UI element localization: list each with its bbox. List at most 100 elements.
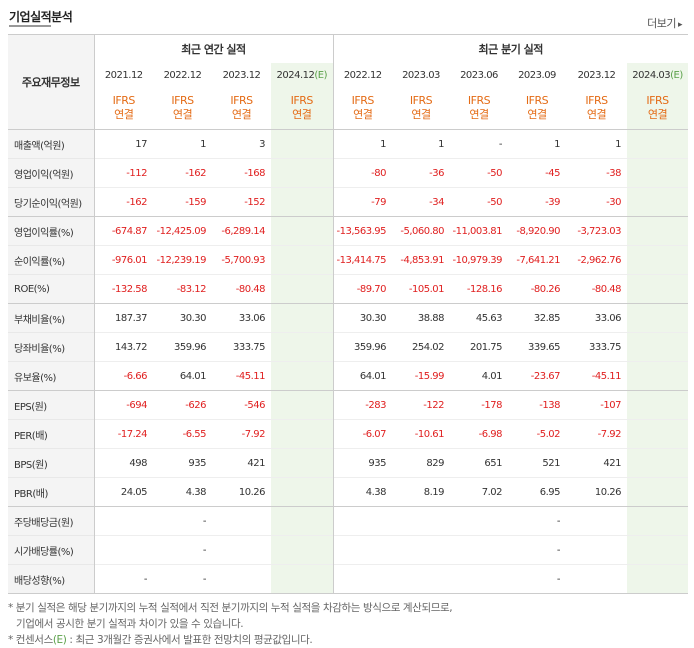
table-cell: 187.37 (94, 303, 153, 333)
table-cell: -107 (566, 390, 627, 420)
table-row: ROE(%) -132.58 -83.12 -80.48 -89.70 -105.01 -1… (8, 274, 688, 304)
ifrs-badge: IFRS 연결 (271, 87, 334, 130)
table-cell: 30.30 (333, 303, 392, 333)
table-cell: - (450, 129, 508, 159)
table-row: 배당성향(%) - - - (8, 564, 688, 594)
table-cell (333, 564, 392, 594)
table-cell: 1 (566, 129, 627, 159)
table-row: 부채비율(%) 187.37 30.30 33.06 30.30 38.88 45.63 32… (8, 303, 688, 333)
table-cell (212, 535, 271, 565)
table-cell (627, 303, 688, 333)
table-cell: - (508, 564, 566, 594)
table-cell: -80.48 (566, 274, 627, 304)
table-cell: 17 (94, 129, 153, 159)
table-row: BPS(원) 498 935 421 935 829 651 521 421 (8, 448, 688, 478)
table-row: 당좌비율(%) 143.72 359.96 333.75 359.96 254.02 201… (8, 332, 688, 362)
table-cell: -79 (333, 187, 392, 217)
row-label: 영업이익(억원) (8, 158, 95, 188)
table-row: 순이익률(%) -976.01 -12,239.19 -5,700.93 -13,414… (8, 245, 688, 275)
row-label: EPS(원) (8, 390, 95, 420)
table-cell: -15.99 (392, 361, 450, 391)
ifrs-badge: IFRS 연결 (171, 94, 194, 121)
table-cell: 3 (212, 129, 271, 159)
table-cell: -2,962.76 (566, 245, 627, 275)
table-cell: - (94, 564, 153, 594)
table-cell (271, 361, 334, 391)
table-cell (271, 390, 334, 420)
table-cell (271, 506, 334, 536)
table-cell (271, 332, 334, 362)
table-cell: -50 (450, 187, 508, 217)
table-cell (627, 506, 688, 536)
table-cell: -6,289.14 (212, 216, 271, 246)
ifrs-badge: IFRS 연결 (467, 94, 491, 121)
table-cell: -6.07 (333, 419, 392, 449)
table-cell: -7.92 (566, 419, 627, 449)
table-cell: -5,700.93 (212, 245, 271, 275)
quarter-group-header: 최근 분기 실적 (478, 43, 544, 56)
table-cell: -10,979.39 (450, 245, 508, 275)
table-cell (271, 419, 334, 449)
footnote-2: * 컨센서스(E) : 최근 3개월간 증권사에서 발표한 전망치의 평균값입니… (8, 634, 313, 646)
table-cell: 10.26 (566, 477, 627, 507)
table-cell: -11,003.81 (450, 216, 508, 246)
row-label: BPS(원) (8, 448, 95, 478)
table-cell (627, 274, 688, 304)
table-cell: -80 (333, 158, 392, 188)
period-header: 2024.03(E) (627, 63, 688, 87)
table-row: 시가배당률(%) - - (8, 535, 688, 565)
table-cell: -159 (153, 187, 212, 217)
table-cell: 1 (153, 129, 212, 159)
table-cell: - (153, 535, 212, 565)
table-cell: -976.01 (94, 245, 153, 275)
footnote-1: * 분기 실적은 해당 분기까지의 누적 실적에서 직전 분기까지의 누적 실적… (8, 602, 453, 614)
table-cell: -13,563.95 (333, 216, 392, 246)
table-row: PER(배) -17.24 -6.55 -7.92 -6.07 -10.61 -6.98 -5… (8, 419, 688, 449)
table-cell: -36 (392, 158, 450, 188)
table-cell: 64.01 (153, 361, 212, 391)
table-cell: 333.75 (212, 332, 271, 362)
table-row: 당기순이익(억원) -162 -159 -152 -79 -34 -50 -39 -30 (8, 187, 688, 217)
table-cell (271, 303, 334, 333)
table-cell (627, 477, 688, 507)
row-label: 주당배당금(원) (8, 506, 95, 536)
table-cell: 359.96 (333, 332, 392, 362)
table-cell: -283 (333, 390, 392, 420)
table-cell: -4,853.91 (392, 245, 450, 275)
row-label: PBR(배) (8, 477, 95, 507)
period-header: 2023.12 (222, 69, 261, 81)
ifrs-badge: IFRS 연결 (230, 94, 253, 121)
row-label: 부채비율(%) (8, 303, 95, 333)
table-cell (627, 332, 688, 362)
table-cell (212, 564, 271, 594)
table-cell: 6.95 (508, 477, 566, 507)
table-cell: -45.11 (566, 361, 627, 391)
table-cell (271, 158, 334, 188)
table-cell: 421 (212, 448, 271, 478)
table-cell: -7,641.21 (508, 245, 566, 275)
table-cell: -10.61 (392, 419, 450, 449)
table-cell: -6.98 (450, 419, 508, 449)
table-cell: -152 (212, 187, 271, 217)
table-cell: 521 (508, 448, 566, 478)
ifrs-badge: IFRS 연결 (627, 87, 688, 130)
table-cell (94, 506, 153, 536)
table-cell (271, 448, 334, 478)
table-cell: - (153, 564, 212, 594)
table-cell (627, 129, 688, 159)
row-label: 매출액(억원) (8, 129, 95, 159)
table-cell (627, 419, 688, 449)
more-link[interactable]: 더보기 ▸ (647, 15, 682, 31)
table-cell (450, 535, 508, 565)
table-cell (271, 187, 334, 217)
table-cell (271, 564, 334, 594)
table-cell: -3,723.03 (566, 216, 627, 246)
table-cell (627, 245, 688, 275)
table-cell (566, 506, 627, 536)
table-cell: 33.06 (566, 303, 627, 333)
table-cell: -80.26 (508, 274, 566, 304)
table-cell: -50 (450, 158, 508, 188)
table-cell: 339.65 (508, 332, 566, 362)
table-cell: 935 (333, 448, 392, 478)
footnotes: * 분기 실적은 해당 분기까지의 누적 실적에서 직전 분기까지의 누적 실적… (8, 600, 453, 648)
